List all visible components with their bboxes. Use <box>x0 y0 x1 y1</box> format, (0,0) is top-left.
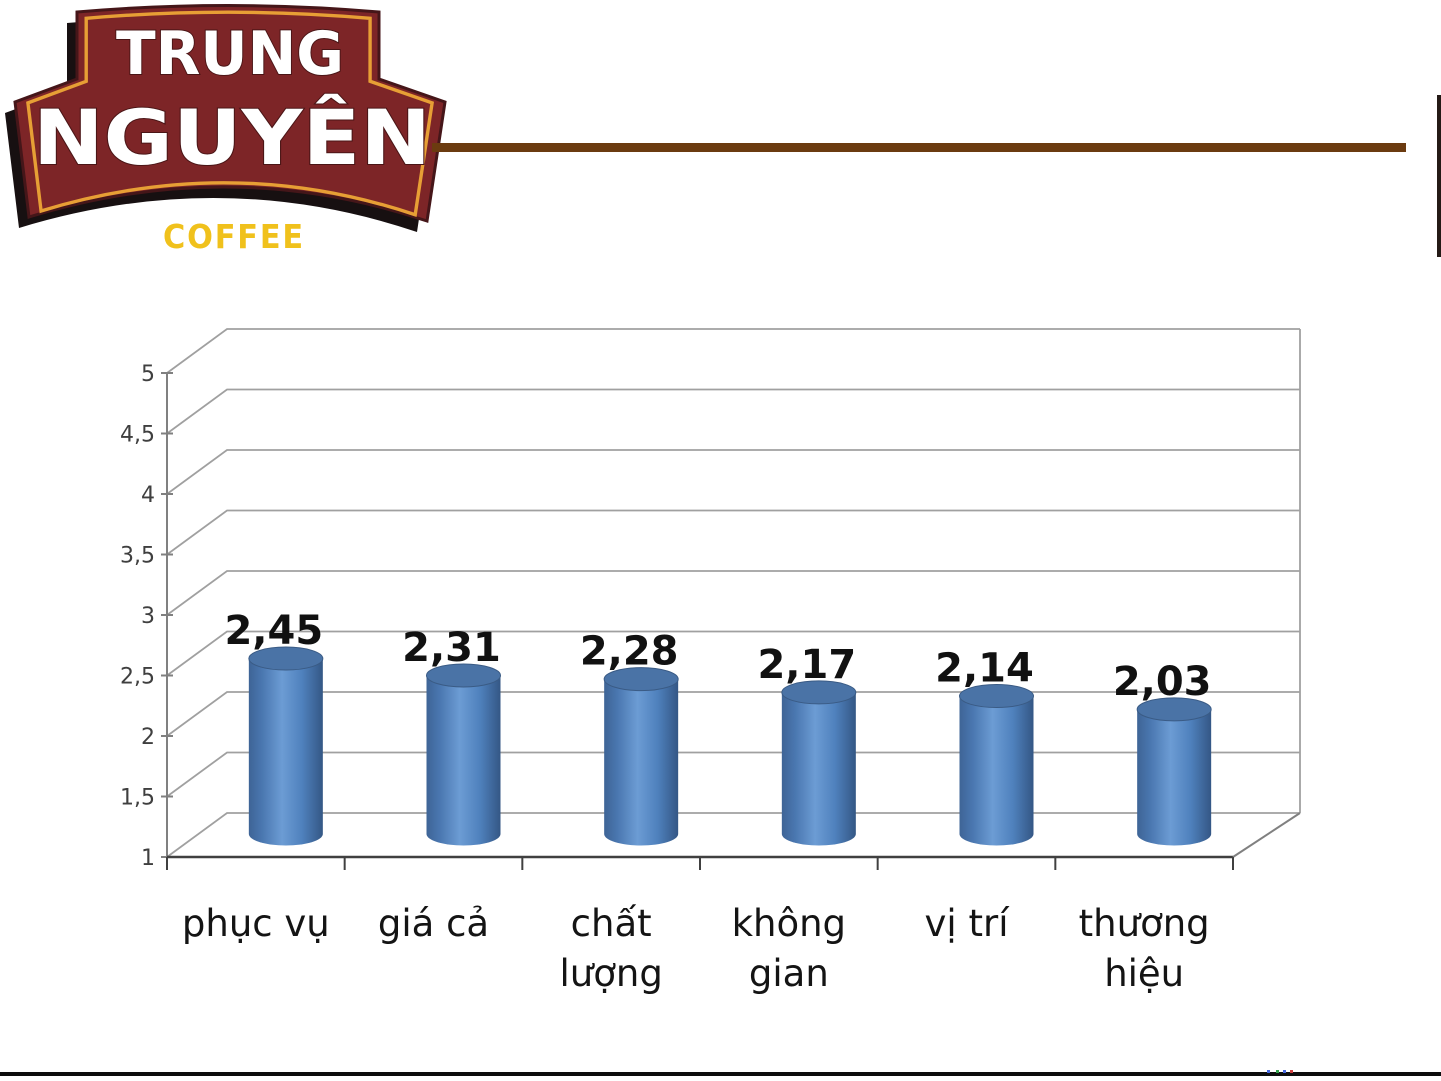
cylinder-top <box>603 667 679 692</box>
y-tick-label: 4,5 <box>120 423 155 448</box>
trung-nguyen-logo: TRUNG NGUYÊN COFFEE <box>5 4 447 256</box>
cylinder-body <box>1137 697 1212 846</box>
cylinder-body <box>604 667 679 846</box>
y-tick-label: 2 <box>141 725 155 750</box>
x-category-label: giá cả <box>378 902 489 945</box>
cylinder-top <box>781 680 857 705</box>
chart-bars <box>248 646 1212 846</box>
footer-speck <box>1290 1070 1293 1073</box>
cylinder-top <box>1136 697 1212 722</box>
y-gridline <box>166 449 1300 495</box>
logo-word-trung: TRUNG <box>116 19 344 89</box>
y-gridline <box>166 751 1300 798</box>
x-category-label: phục vụ <box>182 902 330 945</box>
x-category-label: không gian <box>732 902 846 995</box>
y-tick-label: 2,5 <box>120 665 155 690</box>
bar-cylinder <box>1136 697 1212 846</box>
cylinder-top <box>426 663 501 688</box>
cylinder-top <box>248 646 324 671</box>
right-edge-bar <box>1437 95 1441 257</box>
bar-value-label: 2,28 <box>580 629 679 675</box>
footer-speck <box>1283 1070 1286 1073</box>
bar-cylinder <box>426 663 501 846</box>
cylinder-body <box>426 663 501 846</box>
bar-cylinder <box>959 684 1034 846</box>
y-tick-label: 3 <box>141 604 155 629</box>
x-category-label: chất lượng <box>560 902 663 995</box>
y-tick-label: 1 <box>141 846 155 871</box>
cylinder-top <box>959 684 1034 709</box>
y-tick-label: 5 <box>141 362 155 387</box>
cylinder-body <box>959 684 1034 846</box>
y-tick-label: 1,5 <box>120 786 155 811</box>
y-tick-label: 4 <box>141 483 155 508</box>
bar-cylinder <box>781 680 857 846</box>
footer-speck <box>1267 1070 1270 1073</box>
logo-word-coffee: COFFEE <box>163 217 305 256</box>
bar-value-label: 2,31 <box>402 625 501 671</box>
y-gridline <box>166 570 1300 616</box>
top-divider-line <box>432 143 1406 152</box>
y-gridline <box>166 812 1300 858</box>
x-category-label: thương hiệu <box>1079 902 1210 995</box>
logo-word-nguyen: NGUYÊN <box>33 93 431 182</box>
bar-value-label: 2,45 <box>224 608 323 654</box>
chart-axes <box>161 372 1301 870</box>
y-gridline <box>166 630 1300 677</box>
chart-gridlines <box>166 328 1301 858</box>
bar-value-label: 2,03 <box>1113 659 1212 705</box>
cylinder-body <box>248 647 323 846</box>
y-gridline <box>166 509 1300 556</box>
bottom-border-line <box>0 1072 1441 1076</box>
bar-value-label: 2,14 <box>935 646 1034 692</box>
bar-cylinder <box>603 667 679 846</box>
y-gridline <box>166 388 1300 435</box>
chart-labels: 5 4,5 4 3,5 3 2,5 2 1,5 1 2,45 phục vụ 2,31 giá cả 2,… <box>120 362 1212 995</box>
bar-cylinder <box>248 646 324 846</box>
y-gridline <box>166 328 1300 374</box>
footer-speck <box>1276 1070 1279 1073</box>
bar-value-label: 2,17 <box>757 642 856 688</box>
floor-right-diagonal <box>1232 812 1301 858</box>
y-tick-label: 3,5 <box>120 544 155 569</box>
y-gridline <box>166 691 1300 737</box>
cylinder-body <box>781 680 856 846</box>
x-category-label: vị trí <box>925 902 1011 945</box>
